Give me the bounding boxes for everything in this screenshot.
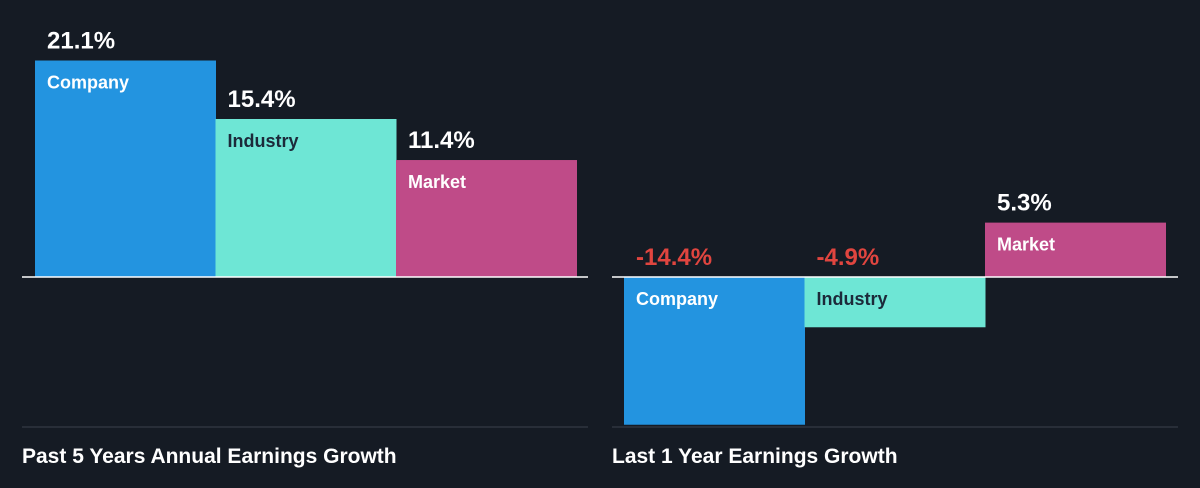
chart-title-last-1-year: Last 1 Year Earnings Growth	[612, 445, 898, 468]
bar-label-industry: Industry	[817, 289, 888, 309]
bar-market	[985, 222, 1166, 277]
bar-market	[396, 160, 577, 277]
bar-label-company: Company	[636, 289, 718, 309]
bar-label-industry: Industry	[228, 131, 299, 151]
chart-title-past-5-years: Past 5 Years Annual Earnings Growth	[22, 445, 397, 468]
chart-last-1-year: Company -14.4% Industry -4.9% Market 5.3%	[612, 190, 1178, 428]
chart-past-5-years: Company 21.1% Industry 15.4% Market 11.4%	[22, 28, 588, 428]
bar-company	[35, 60, 216, 277]
value-label-industry: 15.4%	[228, 86, 296, 113]
value-label-company: -14.4%	[636, 244, 712, 271]
value-label-industry: -4.9%	[817, 244, 880, 271]
value-label-market: 11.4%	[408, 127, 475, 154]
bar-industry	[215, 118, 397, 277]
bar-label-market: Market	[997, 235, 1055, 255]
bar-label-market: Market	[408, 172, 466, 192]
bar-industry	[804, 277, 986, 328]
value-label-market: 5.3%	[997, 190, 1052, 217]
bar-company	[624, 277, 805, 425]
bar-label-company: Company	[47, 73, 129, 93]
value-label-company: 21.1%	[47, 28, 115, 55]
